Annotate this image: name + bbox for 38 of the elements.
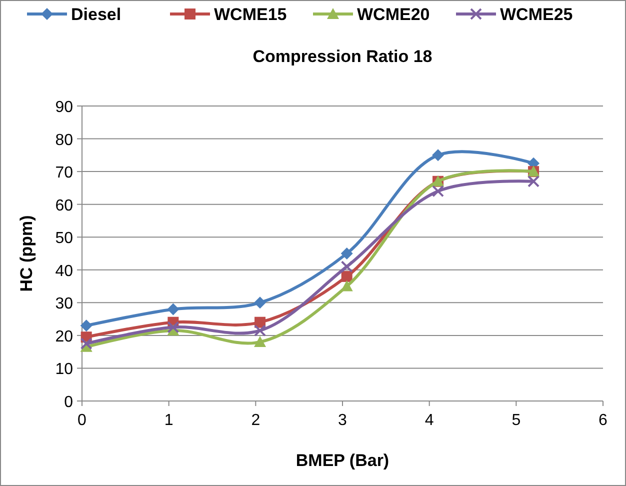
y-tick-label: 20 [55, 328, 74, 346]
point [254, 296, 266, 309]
x-tick-label: 4 [424, 412, 434, 429]
point [432, 149, 444, 162]
x-tick-label: 6 [598, 412, 608, 429]
y-tick-label: 10 [55, 361, 74, 378]
x-tick-label: 1 [164, 412, 174, 429]
x-tick-label: 3 [338, 412, 348, 429]
legend-label: WCME20 [357, 5, 430, 24]
chart-title: Compression Ratio 18 [252, 47, 432, 66]
x-tick-label: 5 [512, 412, 521, 429]
x-tick-label: 0 [78, 412, 87, 429]
point [340, 260, 353, 273]
point [254, 324, 266, 337]
y-tick-label: 60 [55, 197, 74, 214]
point [167, 321, 180, 334]
x-axis-title: BMEP (Bar) [296, 451, 390, 470]
y-axis-title: HC (ppm) [17, 215, 36, 292]
legend-label: Diesel [71, 5, 122, 24]
y-tick-label: 40 [55, 262, 74, 280]
y-tick-label: 80 [55, 132, 74, 149]
point [80, 338, 92, 350]
x-tick-label: 2 [251, 412, 260, 429]
point [341, 270, 352, 282]
legend-label: WCME15 [214, 5, 287, 24]
point [254, 336, 266, 347]
y-tick-label: 0 [64, 394, 74, 411]
point [432, 185, 444, 198]
y-tick-label: 50 [55, 230, 74, 248]
point [167, 303, 180, 316]
point [528, 175, 540, 188]
y-tick-label: 90 [55, 99, 74, 116]
point [80, 320, 92, 332]
point [340, 280, 353, 292]
legend-label: WCME25 [500, 5, 573, 24]
y-tick-label: 30 [55, 296, 74, 313]
point [340, 248, 353, 260]
y-tick-label: 70 [55, 164, 74, 182]
